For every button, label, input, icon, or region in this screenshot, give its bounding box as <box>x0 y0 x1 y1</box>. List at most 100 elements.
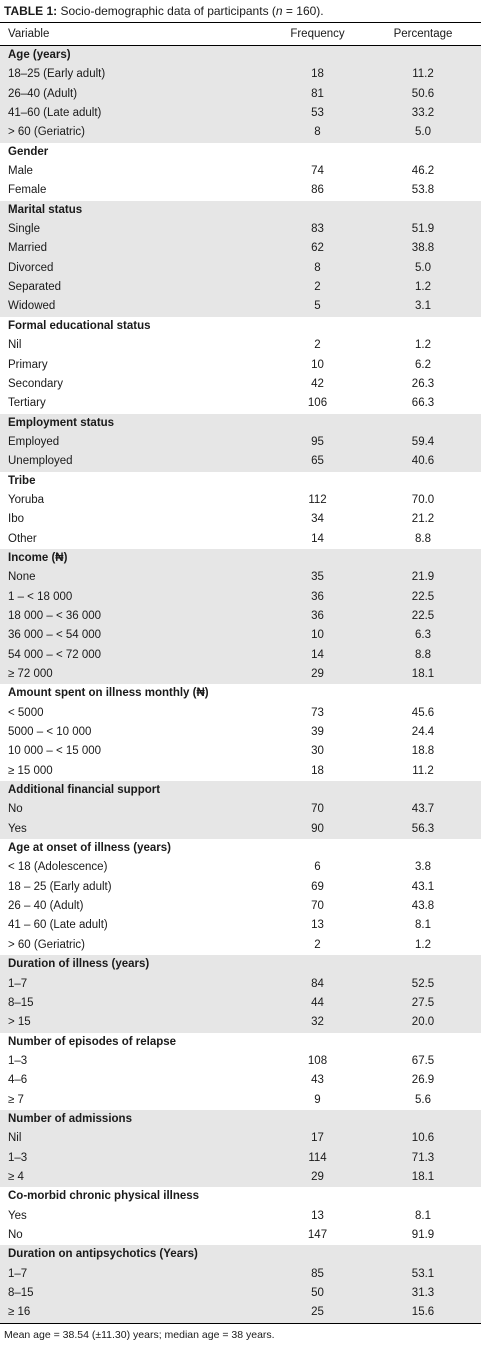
variable-cell: 18–25 (Early adult) <box>8 68 106 81</box>
section-row: Number of admissions <box>0 1109 481 1130</box>
variable-cell: 36 000 – < 54 000 <box>8 629 102 642</box>
variable-cell: 10 000 – < 15 000 <box>8 745 102 758</box>
variable-cell: ≥ 16 <box>8 1306 31 1319</box>
frequency-cell: 32 <box>311 1016 324 1029</box>
table-row: Widowed 5 3.1 <box>0 297 481 317</box>
percentage-cell: 38.8 <box>411 242 435 255</box>
percentage-cell <box>365 201 481 220</box>
percentage-cell: 70.0 <box>411 493 435 506</box>
percentage-cell: 5.0 <box>415 261 431 274</box>
percentage-cell: 3.8 <box>415 861 431 874</box>
frequency-cell: 74 <box>311 165 324 178</box>
table-row: Tertiary 106 66.3 <box>0 394 481 413</box>
percentage-cell: 1.2 <box>415 339 431 352</box>
frequency-cell: 44 <box>311 996 324 1009</box>
percentage-cell: 33.2 <box>411 107 435 120</box>
table-row: ≥ 7 9 5.6 <box>0 1091 481 1110</box>
variable-cell: 8–15 <box>8 996 34 1009</box>
section-row: Tribe <box>0 472 481 491</box>
percentage-cell: 27.5 <box>411 996 435 1009</box>
frequency-cell: 90 <box>311 822 324 835</box>
percentage-cell: 50.6 <box>411 87 435 100</box>
table-row: Primary 10 6.2 <box>0 356 481 375</box>
table-row: 18 – 25 (Early adult) 69 43.1 <box>0 878 481 897</box>
variable-cell: ≥ 15 000 <box>8 764 53 777</box>
table-header-row: Variable Frequency Percentage <box>0 23 481 46</box>
variable-cell: Employment status <box>8 416 115 429</box>
variable-cell: Age (years) <box>8 49 71 61</box>
frequency-cell: 114 <box>308 1151 327 1164</box>
percentage-cell: 67.5 <box>411 1054 435 1067</box>
section-row: Duration of illness (years) <box>0 955 481 975</box>
frequency-cell <box>270 549 365 568</box>
variable-cell: > 60 (Geriatric) <box>8 938 86 951</box>
percentage-cell: 11.2 <box>412 68 434 81</box>
table-row: Unemployed 65 40.6 <box>0 452 481 472</box>
variable-cell: Married <box>8 242 47 255</box>
table-row: 54 000 – < 72 000 14 8.8 <box>0 645 481 665</box>
frequency-cell: 70 <box>311 900 324 913</box>
section-row: Amount spent on illness monthly (₦) <box>0 684 481 703</box>
frequency-cell <box>270 684 365 703</box>
table-bottom-rule <box>0 1322 481 1324</box>
percentage-cell: 43.1 <box>411 880 435 893</box>
variable-cell: Yoruba <box>8 493 45 506</box>
percentage-cell: 40.6 <box>411 455 435 468</box>
percentage-cell: 11.2 <box>412 764 434 777</box>
frequency-cell: 65 <box>311 455 324 468</box>
frequency-cell: 50 <box>311 1287 324 1299</box>
percentage-cell: 21.9 <box>411 571 435 584</box>
percentage-cell: 8.1 <box>415 1209 431 1222</box>
frequency-cell: 36 <box>311 609 324 622</box>
frequency-cell: 13 <box>311 919 324 932</box>
section-row: Co-morbid chronic physical illness <box>0 1187 481 1206</box>
table-row: > 15 32 20.0 <box>0 1013 481 1033</box>
frequency-cell: 106 <box>307 397 328 410</box>
percentage-cell <box>365 317 481 336</box>
frequency-cell: 81 <box>311 87 324 100</box>
section-row: Additional financial support <box>0 781 481 801</box>
frequency-cell <box>270 414 365 433</box>
variable-cell: Income (₦) <box>8 551 68 564</box>
table-row: ≥ 4 29 18.1 <box>0 1167 481 1188</box>
frequency-cell: 84 <box>311 977 324 990</box>
table-caption: TABLE 1: Socio-demographic data of parti… <box>0 0 481 23</box>
variable-cell: 54 000 – < 72 000 <box>8 648 102 661</box>
table-row: Single 83 51.9 <box>0 220 481 240</box>
variable-cell: Age at onset of illness (years) <box>8 842 171 855</box>
table-row: Separated 2 1.2 <box>0 278 481 298</box>
header-percentage: Percentage <box>393 28 453 40</box>
frequency-cell: 10 <box>311 358 324 371</box>
frequency-cell <box>270 472 365 491</box>
percentage-cell <box>365 1187 481 1206</box>
header-frequency: Frequency <box>290 28 345 40</box>
percentage-cell: 20.0 <box>411 1016 435 1029</box>
variable-cell: Yes <box>8 1209 27 1222</box>
variable-cell: > 15 <box>8 1016 31 1029</box>
table-body: Age (years) 18–25 (Early adult) 18 11.2 26–4… <box>0 46 481 1323</box>
percentage-cell: 18.1 <box>411 1170 435 1183</box>
variable-cell: Yes <box>8 822 27 835</box>
variable-cell: 18 – 25 (Early adult) <box>8 880 112 893</box>
frequency-cell <box>270 317 365 336</box>
table-row: 36 000 – < 54 000 10 6.3 <box>0 626 481 646</box>
percentage-cell: 53.1 <box>411 1267 435 1280</box>
variable-cell: 26 – 40 (Adult) <box>8 900 84 913</box>
percentage-cell: 10.6 <box>411 1132 435 1145</box>
variable-cell: Divorced <box>8 261 54 274</box>
variable-cell: Nil <box>8 1132 22 1145</box>
variable-cell: Widowed <box>8 300 56 313</box>
frequency-cell: 73 <box>311 706 324 719</box>
percentage-cell: 66.3 <box>411 397 435 410</box>
frequency-cell: 10 <box>311 629 324 642</box>
table-row: 4–6 43 26.9 <box>0 1071 481 1090</box>
section-row: Age (years) <box>0 46 481 66</box>
variable-cell: < 5000 <box>8 706 44 719</box>
variable-cell: Co-morbid chronic physical illness <box>8 1190 200 1203</box>
variable-cell: Marital status <box>8 203 83 216</box>
frequency-cell: 83 <box>311 223 324 236</box>
frequency-cell: 6 <box>314 861 321 874</box>
percentage-cell <box>365 684 481 703</box>
percentage-cell <box>365 1110 481 1129</box>
percentage-cell <box>365 414 481 433</box>
